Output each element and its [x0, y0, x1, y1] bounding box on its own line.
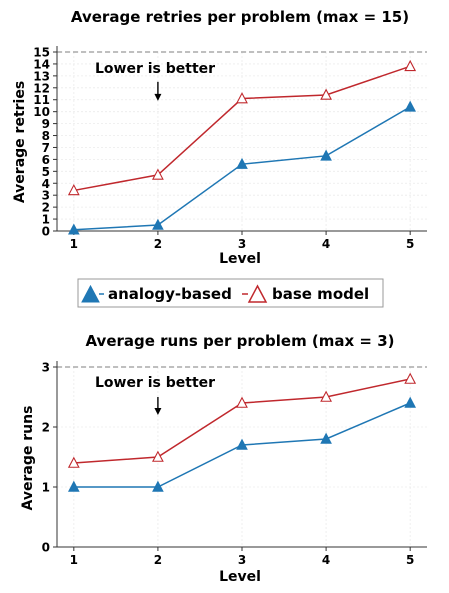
retries-y-axis-label: Average retries	[12, 81, 28, 203]
retries-y-tick-label: 7	[42, 141, 50, 155]
legend-frame	[77, 278, 384, 308]
runs-chart: Average runs per problem (max = 3) Avera…	[20, 332, 427, 585]
runs-analogy-point	[236, 438, 248, 450]
retries-analogy-point	[152, 218, 164, 230]
runs-analogy-point	[67, 480, 80, 492]
retries-x-tick-label: 2	[154, 237, 162, 251]
retries-y-tick-label: 15	[33, 46, 50, 60]
runs-y-tick-label: 0	[42, 541, 50, 555]
runs-plot-area: 1 2 3 4 5 0 1 2 3 Lower is better	[42, 361, 427, 567]
retries-base-point	[236, 92, 248, 104]
analogy-legend-marker	[81, 284, 100, 303]
runs-base-point	[67, 456, 80, 468]
runs-base-point	[404, 372, 417, 384]
runs-annotation-text: Lower is better	[95, 375, 215, 391]
runs-annotation-arrow-head	[154, 408, 162, 415]
runs-y-tick-label: 1	[42, 481, 50, 495]
retries-y-tick-label: 5	[42, 165, 50, 179]
retries-y-tick-label: 3	[42, 189, 50, 203]
runs-analogy-point	[404, 396, 417, 408]
legend-item-base[interactable]: base model	[242, 284, 369, 303]
retries-y-tick-label: 2	[42, 201, 50, 215]
runs-chart-title: Average runs per problem (max = 3)	[85, 332, 394, 350]
retries-y-tick-label: 10	[33, 105, 50, 119]
retries-y-tick-label: 8	[42, 129, 50, 143]
retries-y-tick-label: 1	[42, 213, 50, 227]
retries-base-point	[320, 88, 333, 100]
base-legend-label: base model	[272, 285, 369, 303]
retries-annotation-text: Lower is better	[95, 61, 215, 77]
runs-x-tick-label: 1	[70, 553, 78, 567]
retries-x-tick-label: 3	[238, 237, 246, 251]
retries-y-tick-label: 4	[42, 177, 50, 191]
retries-chart: Average retries per problem (max = 15) A…	[12, 8, 427, 267]
retries-base-point	[404, 59, 417, 72]
runs-y-tick-label: 3	[42, 361, 50, 375]
retries-x-tick-label: 4	[322, 237, 330, 251]
retries-y-tick-label: 6	[42, 153, 50, 167]
retries-y-tick-label: 0	[42, 225, 50, 239]
retries-analogy-point	[320, 149, 332, 161]
retries-x-tick-label: 5	[406, 237, 414, 251]
retries-y-tick-label: 9	[42, 117, 50, 131]
legend-item-analogy[interactable]: analogy-based	[81, 284, 232, 303]
runs-x-axis-label: Level	[219, 569, 261, 585]
runs-x-tick-label: 2	[154, 553, 162, 567]
retries-y-tick-label: 13	[33, 69, 50, 83]
retries-analogy-point	[404, 100, 417, 112]
runs-base-point	[320, 390, 333, 402]
runs-analogy-point	[152, 480, 164, 492]
runs-base-point	[236, 396, 248, 408]
runs-x-tick-label: 3	[238, 553, 246, 567]
runs-y-tick-label: 2	[42, 421, 50, 435]
runs-x-tick-label: 5	[406, 553, 414, 567]
retries-annotation-arrow-head	[154, 93, 162, 101]
retries-y-tick-label: 12	[33, 81, 50, 95]
retries-chart-title: Average retries per problem (max = 15)	[71, 8, 409, 26]
base-legend-marker	[247, 284, 268, 303]
retries-x-axis-label: Level	[219, 251, 261, 267]
retries-y-tick-label: 14	[33, 57, 50, 71]
retries-analogy-point	[67, 223, 80, 235]
runs-base-point	[151, 450, 164, 462]
retries-analogy-point	[236, 157, 248, 169]
retries-base-point	[67, 183, 80, 196]
legend: analogy-based base model	[77, 278, 384, 308]
runs-analogy-point	[320, 432, 332, 444]
retries-x-tick-label: 1	[70, 237, 78, 251]
runs-y-axis-label: Average runs	[20, 406, 36, 511]
runs-x-tick-label: 4	[322, 553, 330, 567]
retries-y-tick-label: 11	[33, 93, 50, 107]
analogy-legend-label: analogy-based	[108, 285, 232, 303]
retries-base-point	[151, 168, 164, 180]
